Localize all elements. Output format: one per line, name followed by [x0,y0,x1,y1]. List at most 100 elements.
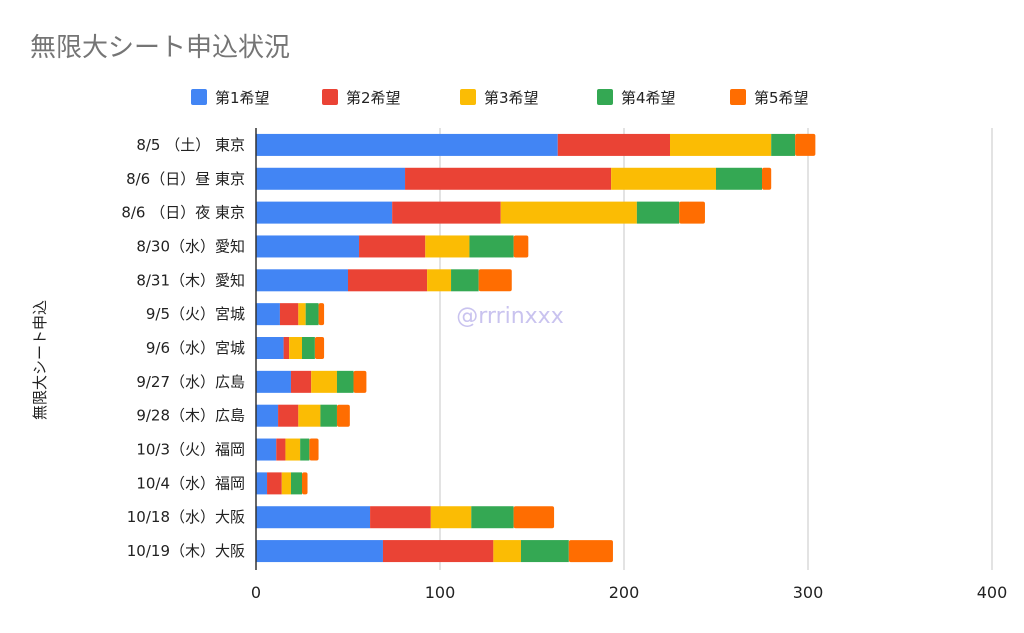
bar-segment-5 [513,235,529,258]
bar-segment-3 [611,167,716,190]
bars [256,133,816,563]
y-axis-title: 無限大シート申込 [31,300,49,420]
bar-segment-1 [256,269,348,292]
bar-segment-4 [520,540,569,563]
bar-segment-4 [716,167,762,190]
bar-segment-5 [302,472,308,495]
legend-swatch [597,89,613,105]
category-label: 8/6 （日）夜 東京 [121,204,245,222]
bar-segment-3 [285,438,301,461]
bar-segment-2 [267,472,282,495]
category-label: 9/27（水）広島 [136,373,245,391]
bar-segment-3 [427,269,452,292]
bar-segment-2 [557,133,670,156]
x-tick-label: 0 [251,583,261,602]
bar-segment-4 [305,303,319,326]
category-label: 8/30（水）愛知 [136,237,245,255]
bar-segment-5 [314,337,325,359]
legend-swatch [460,89,476,105]
bar-segment-2 [392,201,501,224]
bar-segment-1 [256,438,277,461]
bar-segment-3 [430,506,472,529]
bar-segment-4 [451,269,479,292]
legend-swatch [730,89,746,105]
category-label: 8/5 （土） 東京 [136,136,245,154]
bar-segment-3 [289,337,302,359]
bar-segment-1 [256,370,291,393]
bar-segment-4 [336,370,354,393]
bar-segment-5 [679,201,705,224]
category-label: 8/6（日）昼 東京 [126,170,245,188]
bar-segment-2 [276,438,286,461]
category-label: 9/28（木）広島 [136,407,245,425]
bar-segment-5 [318,303,325,326]
x-tick-label: 200 [609,583,640,602]
legend: 第1希望 第2希望 第3希望 第4希望 第5希望 [191,89,809,107]
bar-segment-4 [302,337,315,359]
bar-segment-3 [493,540,521,563]
bar-segment-5 [478,269,512,292]
bar-segment-5 [513,506,555,529]
bar-segment-2 [348,269,428,292]
gridlines [439,128,993,570]
category-label: 10/18（水）大阪 [127,508,245,526]
bar-segment-4 [469,235,514,258]
bar-segment-1 [256,303,280,326]
bar-segment-1 [256,167,406,190]
legend-label: 第2希望 [346,89,401,107]
legend-swatch [322,89,338,105]
bar-segment-3 [298,404,321,427]
bar-segment-3 [311,370,337,393]
bar-segment-2 [359,235,426,258]
bar-segment-1 [256,337,284,359]
bar-segment-2 [382,540,494,563]
legend-label: 第5希望 [754,89,809,107]
bar-segment-5 [309,438,319,461]
category-label: 10/19（木）大阪 [127,542,245,560]
x-tick-label: 400 [977,583,1008,602]
legend-label: 第4希望 [621,89,676,107]
category-label: 10/4（水）福岡 [136,474,245,492]
legend-label: 第3希望 [484,89,539,107]
bar-segment-5 [795,133,816,156]
category-label: 10/3（火）福岡 [136,441,245,459]
bar-segment-2 [405,167,612,190]
bar-segment-4 [290,472,302,495]
bar-segment-4 [471,506,514,529]
bar-segment-2 [283,337,290,359]
bar-segment-1 [256,133,558,156]
x-tick-label: 100 [425,583,456,602]
bar-segment-4 [771,133,796,156]
legend-label: 第1希望 [215,89,270,107]
bar-segment-5 [336,404,350,427]
bar-segment-3 [425,235,470,258]
category-label: 9/6（水）宮城 [146,339,245,357]
bar-segment-3 [500,201,637,224]
bar-segment-1 [256,540,383,563]
x-tick-label: 300 [793,583,824,602]
category-labels: 8/5 （土） 東京 8/6（日）昼 東京 8/6 （日）夜 東京 8/30（水）愛知… [121,136,245,560]
bar-segment-1 [256,235,360,258]
bar-segment-1 [256,506,371,529]
bar-segment-1 [256,472,268,495]
bar-segment-4 [300,438,310,461]
bar-segment-1 [256,404,279,427]
watermark: @rrrinxxx [456,304,563,329]
bar-segment-2 [279,303,299,326]
bar-segment-2 [370,506,431,529]
bar-segment-2 [278,404,299,427]
category-label: 8/31（木）愛知 [136,271,245,289]
bar-segment-3 [298,303,306,326]
chart-title: 無限大シート申込状況 [30,33,290,63]
category-label: 9/5（火）宮城 [146,305,245,323]
bar-segment-5 [353,370,367,393]
bar-segment-1 [256,201,393,224]
bar-segment-3 [281,472,291,495]
bar-segment-2 [290,370,312,393]
bar-segment-4 [320,404,337,427]
bar-segment-3 [670,133,772,156]
legend-swatch [191,89,207,105]
bar-segment-4 [636,201,680,224]
bar-segment-5 [568,540,613,563]
